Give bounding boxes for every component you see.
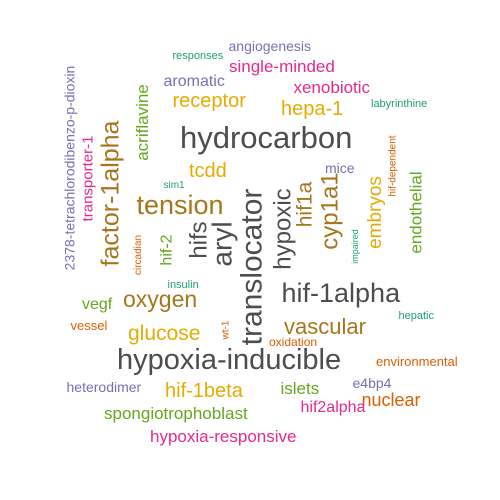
word-angiogenesis: angiogenesis [228,38,312,54]
word-labyrinthine: labyrinthine [371,97,428,110]
word-hepatic: hepatic [398,309,434,322]
word-oxygen: oxygen [123,285,198,312]
word-insulin: insulin [167,278,199,291]
word-nuclear: nuclear [361,390,421,410]
word-heterodimer: heterodimer [66,379,142,395]
word-hepa-1: hepa-1 [281,98,344,120]
word-vessel: vessel [70,317,108,333]
word-single-minded: single-minded [229,56,335,76]
word-hypoxia-inducible: hypoxia-inducible [117,343,342,376]
word-embryos: embryos [364,175,386,249]
word-tension: tension [136,189,224,220]
word-receptor: receptor [172,90,246,112]
word-hif-1alpha: hif-1alpha [281,277,401,308]
word-responses: responses [172,49,224,62]
word-circadian: circadian [133,234,145,276]
word-oxidation: oxidation [269,335,318,349]
word-islets: islets [280,378,320,398]
word-impaired: impaired [349,228,360,264]
word-endothelial: endothelial [406,170,426,254]
word-cyp1a1: cyp1a1 [316,172,344,250]
word-2378-tetrachlorodibenzo-p-dioxin: 2378-tetrachlorodibenzo-p-dioxin [60,65,77,271]
word-hypoxic: hypoxic [269,188,297,270]
word-acriflavine: acriflavine [132,83,152,161]
word-hif-dependent: hif-dependent [387,135,399,197]
word-hif-2: hif-2 [158,234,176,266]
word-aromatic: aromatic [163,73,225,90]
word-spongiotrophoblast: spongiotrophoblast [104,403,248,423]
word-hif-1beta: hif-1beta [165,380,243,402]
word-transporter-1: transporter-1 [79,135,97,221]
word-glucose: glucose [128,321,201,345]
word-hif1a: hif1a [293,181,317,227]
word-wt-1: wt-1 [219,320,231,340]
word-factor-1alpha: factor-1alpha [96,120,125,266]
word-hypoxia-responsive: hypoxia-responsive [150,426,297,446]
word-sim1: sim1 [163,180,185,191]
word-vascular: vascular [284,314,366,339]
word-mice: mice [325,160,355,176]
word-translocator: translocator [234,188,268,346]
word-e4bp4: e4bp4 [352,375,392,391]
word-hif2alpha: hif2alpha [300,399,366,416]
word-environmental: environmental [376,353,458,369]
word-hydrocarbon: hydrocarbon [180,119,353,155]
word-xenobiotic: xenobiotic [293,77,371,97]
word-hifs: hifs [185,221,213,259]
word-tcdd: tcdd [189,160,227,182]
word-vegf: vegf [82,296,113,313]
